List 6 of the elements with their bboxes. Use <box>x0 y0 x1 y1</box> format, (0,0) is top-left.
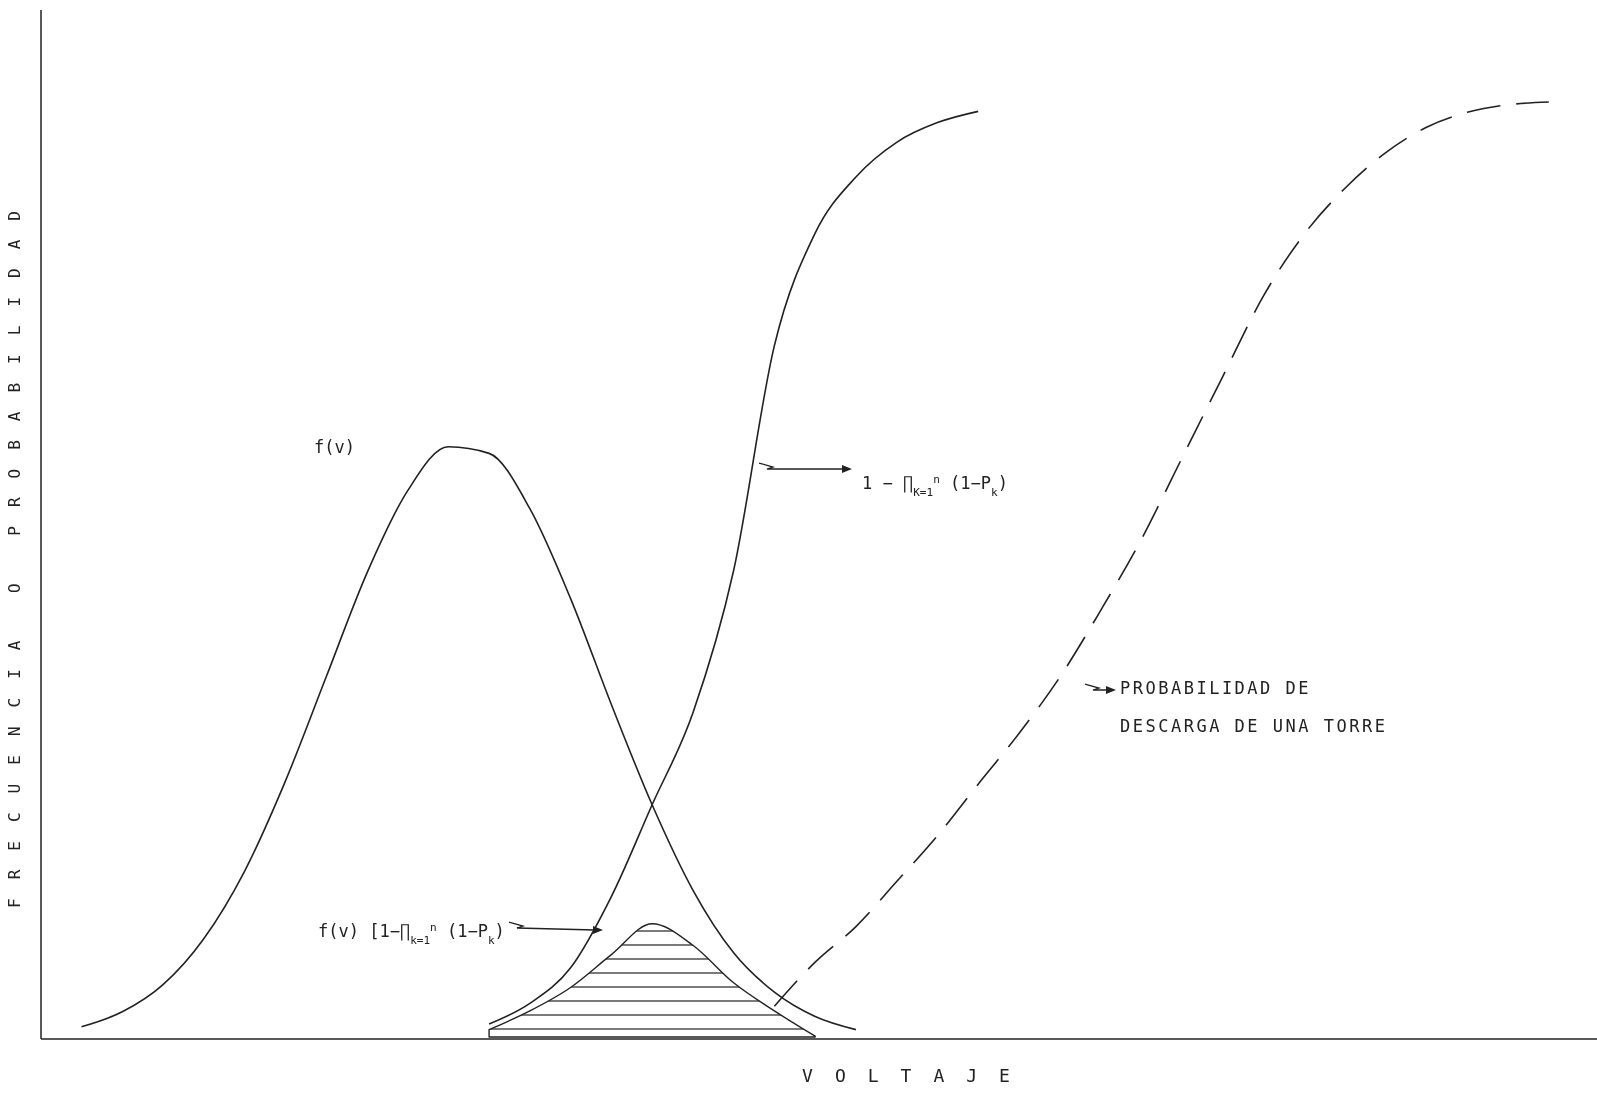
annotation: f(v) [1−∏$_{k=1}$$^{n}$ (1−P$_{k}$) <box>318 920 505 947</box>
x-axis-title: VOLTAJE <box>802 1065 1032 1086</box>
annotation: 1 − ∏$_{K=1}$$^{n}$ (1−P$_{k}$) <box>862 472 1008 499</box>
annotation: f(v) <box>314 437 355 457</box>
annotation: PROBABILIDAD DE DESCARGA DE UNA TORRE <box>1120 678 1388 736</box>
y-axis-title: FRECUENCIA O PROBABILIDAD <box>5 192 24 908</box>
